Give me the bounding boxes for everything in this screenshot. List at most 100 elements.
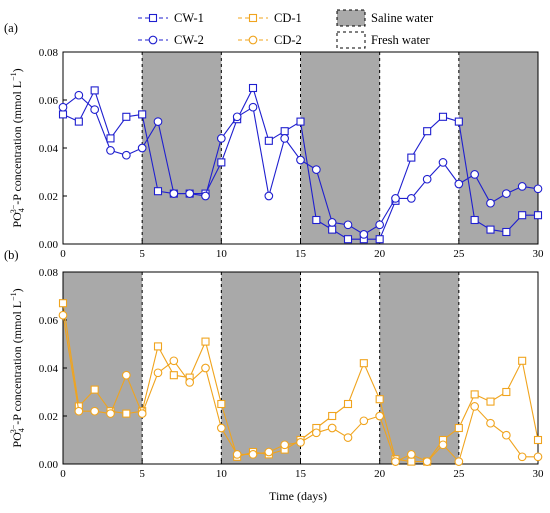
data-point-cd-2: [232, 450, 242, 459]
data-point-cw-2: [74, 90, 84, 100]
data-point-cd-2: [359, 416, 369, 426]
y-tick-label: 0.02: [39, 411, 58, 423]
data-point-cw-1: [454, 117, 463, 126]
data-point-cd-1: [375, 395, 384, 404]
data-point-cw-1: [106, 134, 115, 143]
y-tick-label: 0.04: [39, 143, 59, 155]
data-point-cw-2: [359, 230, 369, 239]
panel-a: 0 5 10 15 20 25 30 0.00 0.02 0.04 0.06 0.08 PO43−-P …: [4, 21, 544, 260]
data-point-cw-2: [406, 194, 416, 203]
y-tick-label: 0.06: [39, 315, 59, 327]
data-point-cw-2: [501, 189, 511, 198]
data-point-cw-2: [58, 102, 68, 112]
legend-label: CD-2: [274, 33, 302, 47]
data-point-cd-1: [518, 356, 527, 365]
data-point-cw-1: [486, 225, 495, 234]
data-point-cd-2: [216, 423, 226, 433]
y-tick-label: 0.00: [39, 459, 59, 471]
data-point-cd-2: [470, 402, 480, 411]
data-point-cw-2: [391, 194, 400, 203]
saline-region-1: [142, 52, 222, 244]
data-point-cd-2: [343, 433, 353, 442]
data-point-cd-1: [359, 359, 368, 368]
x-tick-label: 10: [216, 468, 228, 480]
legend-label: Fresh water: [371, 33, 430, 47]
x-axis-label: Time (days): [269, 489, 327, 503]
data-point-cw-1: [328, 225, 337, 234]
panel-label: (b): [4, 248, 19, 262]
legend-label: CW-1: [174, 11, 204, 25]
data-point-cd-1: [328, 411, 337, 421]
legend-label: Saline water: [371, 11, 434, 25]
data-point-cd-1: [470, 390, 479, 399]
x-tick-label: 25: [453, 468, 465, 480]
data-point-cd-2: [90, 406, 100, 416]
data-point-cd-1: [58, 299, 68, 308]
data-point-cw-1: [407, 153, 416, 162]
data-point-cd-1: [201, 337, 210, 346]
data-point-cd-2: [121, 370, 131, 380]
x-tick-label: 25: [453, 248, 465, 260]
legend-marker: [148, 35, 158, 45]
saline-region-2: [221, 272, 301, 464]
data-point-cw-1: [74, 117, 83, 126]
panel-label: (a): [4, 21, 18, 35]
data-point-cw-1: [312, 215, 321, 225]
data-point-cw-2: [264, 191, 274, 201]
legend-marker: [148, 13, 158, 23]
data-point-cw-2: [375, 220, 385, 230]
x-tick-label: 20: [374, 248, 386, 260]
data-point-cd-2: [327, 423, 337, 433]
data-point-cw-1: [122, 112, 131, 121]
data-point-cd-1: [217, 399, 226, 409]
data-point-cd-1: [502, 387, 511, 397]
data-point-cd-2: [501, 430, 511, 440]
y-axis-label: PO43−-P concentration (mmol L−1): [9, 68, 26, 227]
data-point-cw-2: [517, 182, 527, 191]
data-point-cw-2: [106, 146, 115, 155]
data-point-cw-2: [232, 112, 242, 122]
data-point-cd-2: [106, 409, 115, 418]
data-point-cw-2: [137, 143, 147, 153]
y-tick-label: 0.04: [39, 363, 59, 375]
data-point-cw-2: [438, 158, 448, 167]
x-tick-label: 0: [60, 248, 66, 260]
data-point-cw-1: [138, 110, 147, 119]
data-point-cd-2: [264, 447, 274, 457]
legend-swatch: [336, 9, 366, 27]
data-point-cw-1: [58, 110, 68, 119]
legend-swatch: [336, 31, 366, 49]
data-point-cd-1: [343, 399, 353, 409]
x-tick-label: 30: [533, 468, 545, 480]
y-tick-label: 0.00: [39, 239, 59, 251]
data-point-cd-2: [280, 440, 290, 450]
data-point-cw-1: [90, 86, 99, 95]
x-tick-label: 15: [295, 468, 307, 480]
data-point-cd-1: [153, 342, 163, 351]
legend-label: CD-1: [274, 11, 302, 25]
saline-region-3: [379, 272, 459, 464]
data-point-cd-2: [406, 450, 416, 459]
data-point-cd-1: [407, 457, 416, 466]
data-point-cd-2: [185, 378, 195, 387]
y-tick-label: 0.08: [39, 267, 59, 279]
x-tick-label: 20: [374, 468, 386, 480]
data-point-cw-1: [264, 136, 273, 145]
saline-region-1: [63, 272, 143, 464]
legend-label: CW-2: [174, 33, 204, 47]
data-point-cd-2: [375, 411, 385, 421]
y-tick-label: 0.06: [39, 95, 59, 107]
data-point-cd-2: [422, 457, 432, 466]
data-point-cw-2: [454, 179, 464, 189]
data-point-cd-1: [454, 423, 463, 433]
data-point-cw-1: [438, 112, 448, 121]
data-point-cd-2: [169, 356, 179, 366]
data-point-cd-2: [201, 363, 210, 373]
data-point-cd-2: [153, 368, 163, 378]
data-point-cd-1: [533, 435, 543, 445]
data-point-cw-2: [327, 218, 337, 227]
data-point-cw-2: [169, 189, 179, 198]
data-point-cw-1: [248, 83, 258, 93]
data-point-cw-1: [518, 211, 527, 220]
data-point-cw-1: [296, 117, 305, 126]
